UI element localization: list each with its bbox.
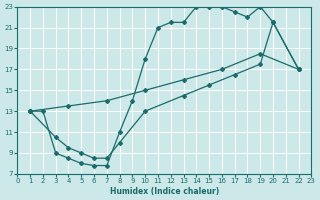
X-axis label: Humidex (Indice chaleur): Humidex (Indice chaleur) bbox=[110, 187, 219, 196]
